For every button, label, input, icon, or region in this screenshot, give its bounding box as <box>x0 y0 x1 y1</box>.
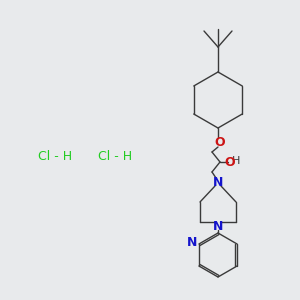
Text: O: O <box>225 155 235 169</box>
Text: N: N <box>187 236 197 250</box>
Text: N: N <box>213 176 223 188</box>
Text: O: O <box>215 136 225 148</box>
Text: N: N <box>213 220 223 232</box>
Text: H: H <box>232 156 240 166</box>
Text: Cl - H: Cl - H <box>38 151 72 164</box>
Text: Cl - H: Cl - H <box>98 151 132 164</box>
